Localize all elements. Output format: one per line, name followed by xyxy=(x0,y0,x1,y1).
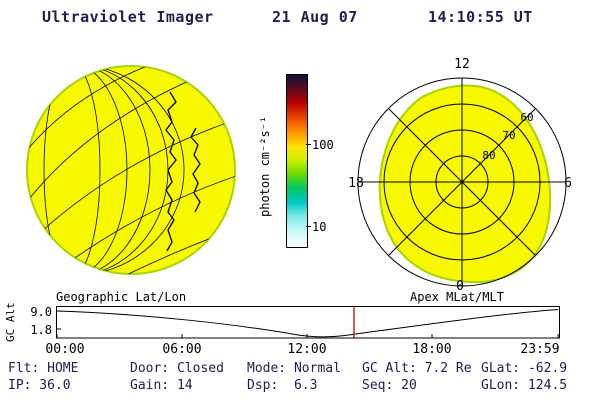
colorbar-tick-100: 100 xyxy=(312,138,334,152)
geo-caption: Geographic Lat/Lon xyxy=(56,290,187,304)
uv-image-region xyxy=(378,84,552,284)
app-title: Ultraviolet Imager xyxy=(42,8,214,26)
colorbar-tick-10: 10 xyxy=(312,220,327,234)
header-time: 14:10:55 UT xyxy=(428,8,533,26)
mlat-label-70: 70 xyxy=(502,129,515,142)
xtick-1800: 18:00 xyxy=(412,342,452,357)
altitude-ytick-top: 9.0 xyxy=(30,305,52,319)
colorbar-tick-mark-10 xyxy=(306,226,311,227)
geographic-view xyxy=(26,65,236,275)
status-gain: Gain: 14 xyxy=(130,378,193,393)
apex-caption: Apex MLat/MLT xyxy=(410,290,504,304)
coastlines xyxy=(165,91,201,252)
colorbar xyxy=(286,74,308,248)
altitude-curve xyxy=(56,309,559,338)
xtick-2359: 23:59 xyxy=(520,342,560,357)
colorbar-tick-mark-100 xyxy=(306,144,311,145)
mlt-label-18: 18 xyxy=(348,176,364,191)
uv-image-disk xyxy=(26,65,236,275)
xtick-0000: 00:00 xyxy=(45,342,85,357)
altitude-chart-frame xyxy=(56,306,560,339)
colorbar-axis-label: photon cm⁻²s⁻¹ xyxy=(258,115,272,217)
status-ip: IP: 36.0 xyxy=(8,378,71,393)
altitude-ytick-bottom: 1.8 xyxy=(30,323,52,337)
axis-ticks xyxy=(56,310,559,338)
status-gc-alt: GC Alt: 7.2 Re xyxy=(362,361,472,376)
mlt-label-12: 12 xyxy=(454,57,470,72)
status-glon: GLon: 124.5 xyxy=(481,378,568,393)
mlat-mlt-grid xyxy=(357,77,567,287)
status-glat: GLat: -62.9 xyxy=(481,361,568,376)
status-seq: Seq: 20 xyxy=(362,378,417,393)
xtick-1200: 12:00 xyxy=(287,342,327,357)
altitude-ylabel: GC Alt xyxy=(4,302,17,342)
mlat-label-80: 80 xyxy=(482,149,495,162)
apex-view: 12 18 6 0 60 70 80 xyxy=(348,57,572,294)
altitude-chart xyxy=(56,306,560,339)
mlt-label-0: 0 xyxy=(456,279,464,294)
status-dsp: Dsp: 6.3 xyxy=(247,378,318,393)
status-mode: Mode: Normal xyxy=(247,361,341,376)
mlt-label-6: 6 xyxy=(564,176,572,191)
mlat-label-60: 60 xyxy=(520,111,533,124)
status-door: Door: Closed xyxy=(130,361,224,376)
xtick-0600: 06:00 xyxy=(162,342,202,357)
header-date: 21 Aug 07 xyxy=(272,8,358,26)
status-flt: Flt: HOME xyxy=(8,361,79,376)
